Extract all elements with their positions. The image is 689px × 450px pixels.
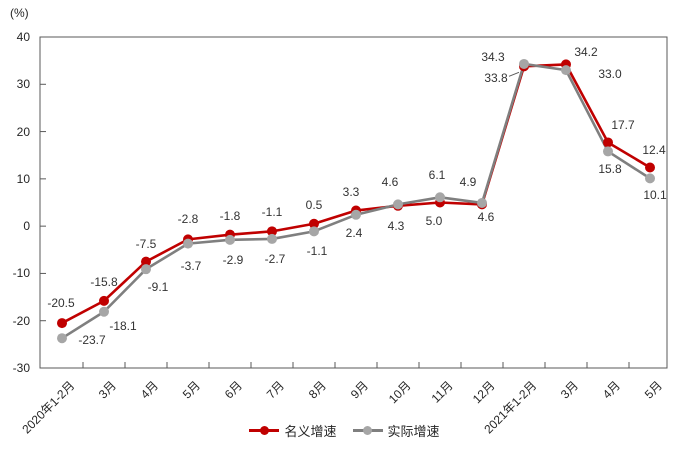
real-data-point-marker <box>477 197 487 208</box>
y-axis-tick-label: 30 <box>16 77 30 92</box>
y-axis-tick-label: 10 <box>16 171 30 186</box>
real-data-point-marker <box>561 65 571 76</box>
nominal-data-point-marker <box>603 137 613 148</box>
nominal-data-label: -1.1 <box>261 205 283 220</box>
real-data-point-marker <box>99 306 109 317</box>
legend-label-nominal: 名义增速 <box>284 423 337 439</box>
nominal-data-label: -20.5 <box>47 296 75 311</box>
series-line-real <box>60 62 652 340</box>
real-data-label: 10.1 <box>643 188 667 203</box>
real-data-point-marker <box>309 226 319 237</box>
real-data-point-marker <box>519 58 529 69</box>
nominal-data-label: -2.8 <box>177 212 199 227</box>
nominal-data-label: 3.3 <box>342 184 360 199</box>
nominal-series-swatch-icon <box>249 425 280 435</box>
real-data-point-marker <box>141 264 151 275</box>
real-data-label: -2.7 <box>264 251 286 266</box>
y-axis-unit-label: (%) <box>10 6 29 20</box>
y-axis-tick-label: -20 <box>12 313 30 328</box>
real-data-label: -23.7 <box>78 333 106 348</box>
plot-border <box>39 36 668 369</box>
legend: 名义增速 实际增速 <box>0 420 689 440</box>
real-data-label: 34.3 <box>481 49 505 64</box>
nominal-data-label: 34.2 <box>574 45 598 60</box>
real-data-point-marker <box>225 234 235 245</box>
real-data-point-marker <box>57 333 67 344</box>
nominal-data-point-marker <box>99 295 109 306</box>
data-label-leader-line <box>508 71 520 77</box>
real-data-label: -2.9 <box>222 252 244 267</box>
nominal-data-point-marker <box>267 226 277 237</box>
real-data-point-marker <box>351 209 361 220</box>
nominal-data-label: 0.5 <box>305 197 323 212</box>
nominal-data-label: -7.5 <box>135 236 157 251</box>
real-data-label: -9.1 <box>147 280 169 295</box>
legend-label-real: 实际增速 <box>387 423 440 439</box>
real-data-point-marker <box>267 233 277 244</box>
y-axis-tick-label: 20 <box>16 124 30 139</box>
nominal-data-point-marker <box>57 318 67 329</box>
nominal-data-label: 12.4 <box>642 142 666 157</box>
real-data-point-marker <box>393 199 403 210</box>
nominal-data-label: 4.3 <box>387 218 405 233</box>
legend-item-real: 实际增速 <box>352 421 440 440</box>
nominal-data-label: 33.8 <box>484 71 508 86</box>
nominal-data-label: 17.7 <box>611 118 635 133</box>
nominal-data-label: 5.0 <box>425 213 443 228</box>
real-data-label: 15.8 <box>598 162 622 177</box>
real-data-point-marker <box>435 192 445 203</box>
real-data-label: -3.7 <box>180 258 202 273</box>
legend-item-nominal: 名义增速 <box>249 421 337 440</box>
nominal-data-label: 4.6 <box>477 210 495 225</box>
y-axis-tick-label: -10 <box>12 266 30 281</box>
nominal-data-label: -1.8 <box>219 208 241 223</box>
y-axis-tick-label: -30 <box>12 361 30 375</box>
real-data-label: -18.1 <box>109 318 137 333</box>
real-data-label: 2.4 <box>345 225 363 240</box>
real-data-label: 4.6 <box>381 175 399 190</box>
real-data-point-marker <box>645 173 655 184</box>
real-data-label: 6.1 <box>428 168 446 183</box>
y-axis-tick-label: 40 <box>16 30 30 44</box>
real-data-label: 33.0 <box>598 67 622 82</box>
real-data-label: -1.1 <box>306 244 328 259</box>
real-data-point-marker <box>183 238 193 249</box>
y-axis-tick-label: 0 <box>23 219 30 234</box>
nominal-data-point-marker <box>309 218 319 229</box>
nominal-data-point-marker <box>645 162 655 173</box>
nominal-data-point-marker <box>141 256 151 267</box>
real-data-point-marker <box>603 146 613 157</box>
real-data-label: 4.9 <box>459 174 477 189</box>
nominal-data-label: -15.8 <box>90 274 118 289</box>
real-series-swatch-icon <box>352 425 383 435</box>
